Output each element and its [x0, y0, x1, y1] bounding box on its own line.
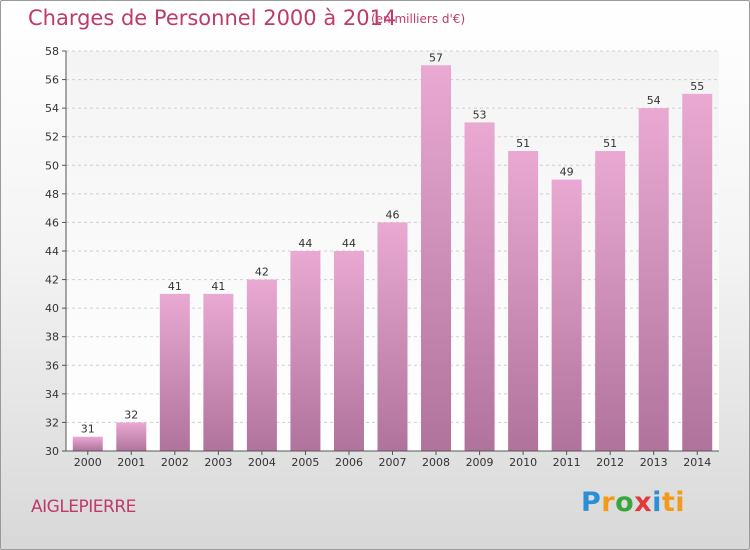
- data-label: 41: [168, 280, 182, 293]
- data-label: 49: [560, 166, 574, 179]
- bar: [290, 251, 321, 451]
- logo-letter: ti: [661, 487, 686, 518]
- data-label: 51: [516, 137, 530, 150]
- x-tick-label: 2000: [74, 456, 102, 469]
- data-label: 44: [298, 237, 312, 250]
- logo-letter: r: [601, 487, 616, 518]
- y-tick-label: 36: [45, 359, 59, 372]
- x-tick-label: 2008: [422, 456, 450, 469]
- bar: [508, 151, 539, 451]
- y-tick-label: 40: [45, 302, 59, 315]
- bar: [421, 65, 452, 452]
- x-tick-label: 2012: [596, 456, 624, 469]
- y-tick-label: 34: [45, 388, 59, 401]
- bars: 31 32 41 41 42 44 44 46 57 53 51 49 51 54 55: [72, 51, 713, 452]
- y-tick-label: 58: [45, 45, 59, 58]
- logo-letter: o: [615, 487, 635, 518]
- x-tick-label: 2002: [161, 456, 189, 469]
- data-label: 55: [690, 80, 704, 93]
- x-tick-label: 2003: [204, 456, 232, 469]
- data-label: 42: [255, 266, 269, 279]
- bar: [464, 122, 495, 451]
- bar: [682, 93, 713, 451]
- x-tick-label: 2005: [291, 456, 319, 469]
- x-tick-label: 2014: [683, 456, 711, 469]
- x-tick-label: 2007: [379, 456, 407, 469]
- x-tick-label: 2001: [117, 456, 145, 469]
- chart-subtitle: (en milliers d'€): [371, 12, 466, 26]
- y-tick-label: 32: [45, 416, 59, 429]
- data-label: 57: [429, 51, 443, 64]
- x-tick-label: 2004: [248, 456, 276, 469]
- data-label: 46: [386, 208, 400, 221]
- bar: [203, 293, 234, 451]
- bar: [72, 436, 103, 451]
- bar: [116, 422, 147, 451]
- y-tick-label: 46: [45, 216, 59, 229]
- y-tick-label: 54: [45, 102, 59, 115]
- x-tick-label: 2013: [640, 456, 668, 469]
- y-tick-label: 30: [45, 445, 59, 458]
- x-tick-label: 2010: [509, 456, 537, 469]
- data-label: 44: [342, 237, 356, 250]
- y-tick-label: 56: [45, 74, 59, 87]
- data-label: 51: [603, 137, 617, 150]
- y-tick-label: 52: [45, 131, 59, 144]
- data-label: 31: [81, 423, 95, 436]
- logo-letter: P: [581, 487, 602, 518]
- y-tick-label: 50: [45, 159, 59, 172]
- data-label: 32: [124, 408, 138, 421]
- bar: [246, 279, 277, 451]
- bar: [551, 179, 582, 452]
- bar: [638, 108, 669, 452]
- logo-letter: i: [652, 487, 662, 518]
- bar: [333, 251, 364, 451]
- x-tick-label: 2006: [335, 456, 363, 469]
- proxiti-logo: Proxiti: [581, 487, 685, 518]
- commune-name: AIGLEPIERRE: [31, 497, 136, 517]
- y-tick-label: 42: [45, 274, 59, 287]
- axes: 30 32 34 36 38 40 42 44 46 48 50 52 54 56 58 2000 2001 20…: [45, 45, 719, 469]
- y-tick-label: 48: [45, 188, 59, 201]
- x-tick-label: 2009: [466, 456, 494, 469]
- x-tick-label: 2011: [553, 456, 581, 469]
- logo-letter: x: [634, 487, 653, 518]
- y-tick-label: 44: [45, 245, 59, 258]
- bar: [595, 151, 626, 451]
- data-label: 54: [647, 94, 661, 107]
- bar: [159, 293, 190, 451]
- data-label: 53: [473, 108, 487, 121]
- y-tick-label: 38: [45, 331, 59, 344]
- bar: [377, 222, 408, 451]
- data-label: 41: [211, 280, 225, 293]
- chart-title: Charges de Personnel 2000 à 2014: [28, 6, 397, 30]
